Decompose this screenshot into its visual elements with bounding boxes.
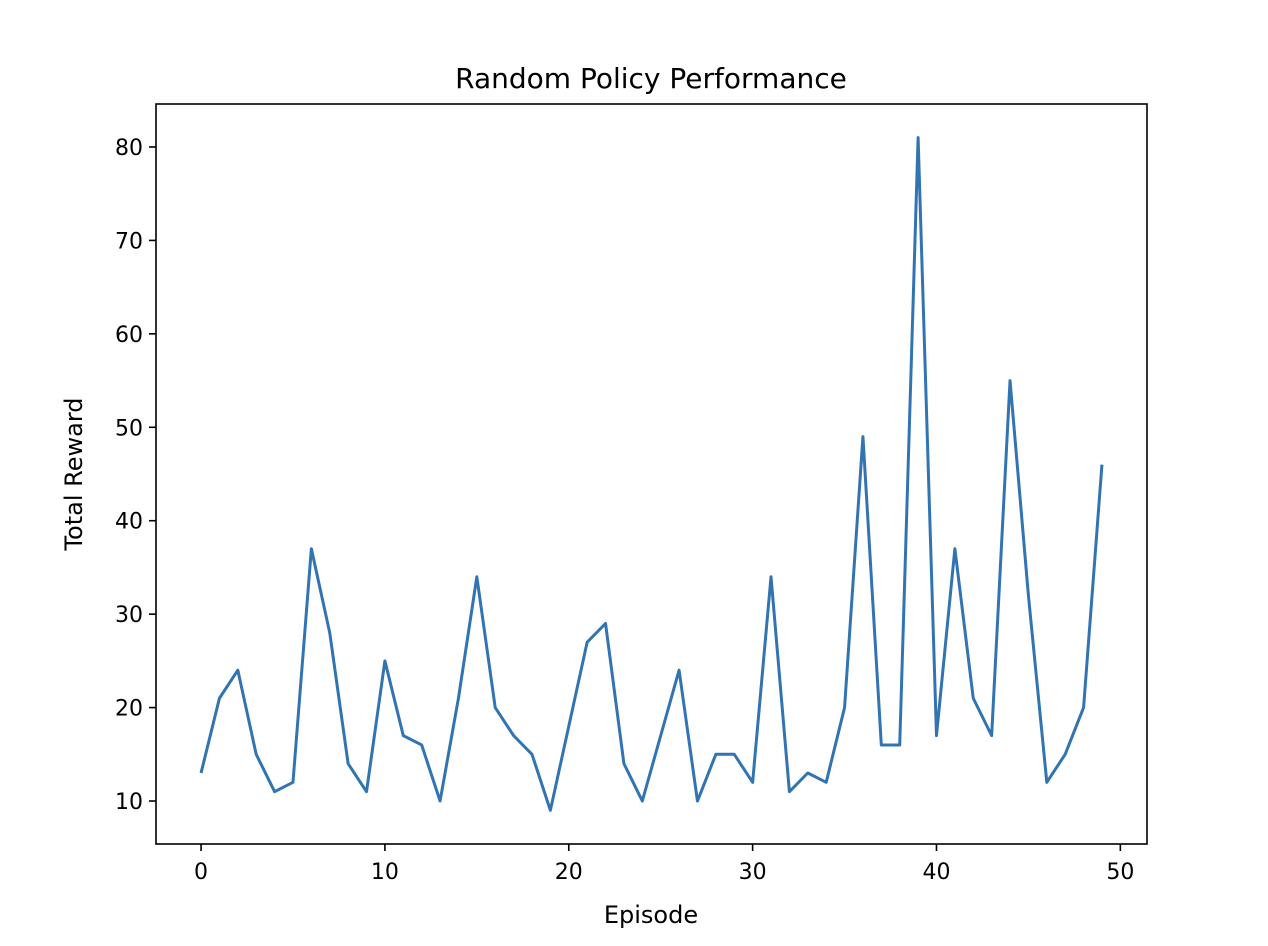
x-axis: 0 10 20 30 40 50 <box>194 844 1134 885</box>
y-tick-label: 10 <box>115 790 143 815</box>
x-axis-label: Episode <box>604 901 698 929</box>
y-axis-label: Total Reward <box>60 397 88 551</box>
y-axis: 10 20 30 40 50 60 70 80 <box>115 136 156 815</box>
x-tick-label: 40 <box>922 860 950 885</box>
y-tick-label: 60 <box>115 323 143 348</box>
y-tick-label: 30 <box>115 603 143 628</box>
x-tick-label: 50 <box>1106 860 1134 885</box>
y-tick-label: 20 <box>115 697 143 722</box>
y-tick-label: 50 <box>115 416 143 441</box>
series-line-0 <box>199 136 1104 812</box>
x-tick-label: 30 <box>739 860 767 885</box>
plot-area <box>199 136 1104 812</box>
x-tick-label: 20 <box>555 860 583 885</box>
y-tick-label: 70 <box>115 229 143 254</box>
x-tick-label: 0 <box>194 860 208 885</box>
axes-frame <box>155 103 1148 845</box>
x-tick-label: 10 <box>371 860 399 885</box>
y-tick-label: 80 <box>115 136 143 161</box>
chart-title: Random Policy Performance <box>455 62 847 95</box>
y-tick-label: 40 <box>115 510 143 535</box>
